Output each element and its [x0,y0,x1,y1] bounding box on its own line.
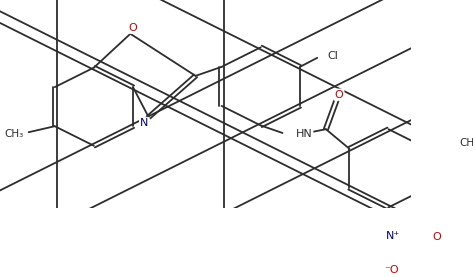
Text: O: O [129,23,137,33]
Text: Cl: Cl [328,51,339,61]
Text: ⁻O: ⁻O [384,265,398,275]
Text: O: O [433,232,442,242]
Text: N: N [140,118,149,128]
Text: CH₃: CH₃ [4,129,24,139]
Text: CH₃: CH₃ [459,138,473,148]
Text: O: O [334,90,343,100]
Text: HN: HN [296,129,312,140]
Text: N⁺: N⁺ [385,231,400,241]
